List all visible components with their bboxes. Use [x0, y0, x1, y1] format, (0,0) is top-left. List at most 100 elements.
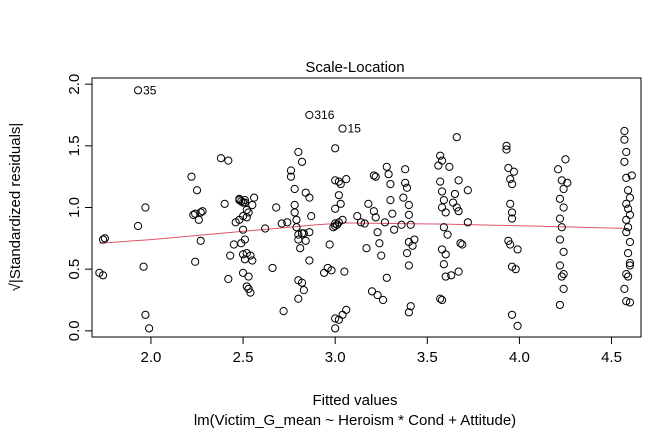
data-point	[402, 183, 412, 192]
data-point	[620, 284, 629, 293]
data-point	[437, 203, 447, 212]
data-point	[248, 200, 257, 210]
chart-title: Scale-Location	[305, 59, 404, 76]
data-point	[439, 260, 448, 269]
data-point	[507, 310, 517, 319]
x-axis-label: Fitted values	[312, 392, 397, 409]
data-point	[198, 207, 207, 216]
data-point	[369, 207, 378, 216]
data-point	[557, 223, 566, 232]
data-point	[226, 251, 235, 260]
data-point	[353, 212, 362, 221]
data-point	[441, 250, 450, 259]
data-point	[340, 267, 349, 276]
data-point	[292, 223, 301, 232]
data-point	[332, 220, 342, 229]
data-point	[334, 177, 343, 186]
data-point	[196, 236, 205, 245]
data-point	[277, 219, 286, 228]
data-point	[320, 268, 329, 277]
data-point	[248, 256, 257, 265]
data-point	[98, 235, 108, 244]
data-point	[342, 175, 351, 184]
data-point	[620, 135, 629, 144]
data-point	[397, 220, 406, 229]
data-point	[402, 249, 412, 258]
outlier-label: 35	[143, 83, 157, 97]
data-point	[220, 199, 229, 208]
data-point	[506, 240, 515, 249]
data-point	[356, 218, 366, 227]
data-point	[382, 273, 391, 282]
data-point	[238, 225, 248, 234]
data-point	[301, 236, 310, 245]
data-point	[364, 199, 373, 208]
data-point	[240, 196, 250, 205]
data-point	[286, 166, 296, 175]
data-point	[216, 154, 226, 163]
data-point	[624, 186, 633, 195]
data-point	[454, 176, 463, 185]
data-point	[448, 198, 458, 207]
data-point	[299, 229, 308, 238]
y-tick-label: 0.5	[66, 259, 83, 280]
data-point	[620, 126, 629, 136]
data-point	[301, 188, 310, 197]
data-point	[327, 266, 336, 275]
data-point	[386, 196, 395, 205]
data-point	[437, 156, 447, 165]
data-point	[307, 212, 316, 221]
y-tick-label: 0.0	[66, 320, 83, 341]
x-tick-label: 3.0	[325, 349, 346, 366]
data-point	[244, 208, 253, 217]
data-point	[437, 245, 447, 254]
x-tick-label: 2.5	[233, 349, 254, 366]
outlier-labels: 35 316 15	[143, 83, 361, 135]
data-point	[557, 272, 566, 281]
data-point	[559, 270, 568, 279]
data-point	[436, 151, 445, 160]
data-point	[622, 215, 631, 224]
data-point	[244, 272, 253, 281]
data-point	[390, 225, 399, 234]
data-point	[362, 244, 371, 253]
data-point	[378, 295, 388, 305]
data-point	[401, 165, 410, 174]
data-point	[406, 220, 415, 229]
data-point	[250, 193, 259, 202]
data-point	[450, 189, 460, 199]
data-point	[242, 213, 251, 222]
data-point	[331, 324, 340, 333]
data-point	[399, 193, 408, 202]
data-point	[507, 179, 517, 189]
data-point	[187, 172, 196, 181]
data-point	[625, 258, 635, 268]
data-point	[141, 310, 150, 319]
data-point	[297, 157, 307, 166]
data-point	[553, 165, 563, 174]
x-tick-label: 3.5	[417, 349, 438, 366]
data-point	[557, 176, 566, 185]
data-point	[334, 191, 343, 200]
data-point	[286, 172, 296, 181]
data-point	[624, 272, 633, 281]
data-point	[292, 215, 301, 224]
data-point	[625, 298, 635, 307]
data-point	[555, 194, 565, 203]
data-point	[436, 177, 445, 186]
data-point	[373, 290, 382, 300]
data-point	[246, 251, 255, 260]
data-point	[443, 230, 452, 239]
data-point	[625, 193, 635, 202]
data-point	[404, 200, 413, 210]
data-point	[338, 215, 347, 224]
data-point	[235, 215, 244, 224]
data-point	[331, 144, 340, 153]
data-point	[454, 267, 463, 276]
y-tick-label: 1.0	[66, 197, 83, 218]
data-point	[622, 147, 631, 157]
data-point	[620, 157, 629, 166]
data-point	[456, 239, 465, 248]
data-point	[290, 184, 299, 194]
data-point	[290, 200, 299, 210]
